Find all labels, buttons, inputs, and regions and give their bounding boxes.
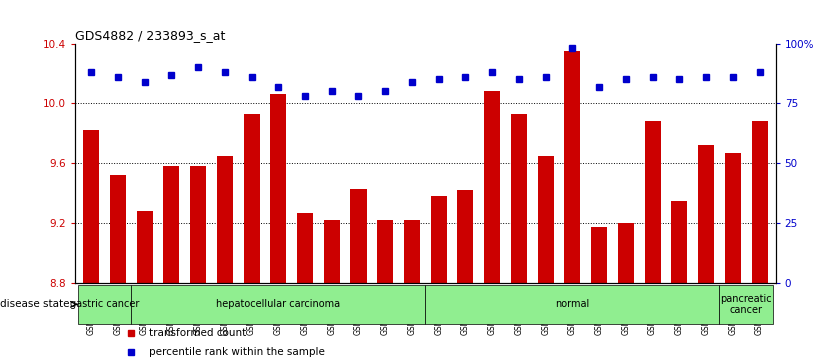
Bar	[591, 228, 607, 283]
Text: GDS4882 / 233893_s_at: GDS4882 / 233893_s_at	[75, 29, 225, 42]
Bar	[110, 175, 126, 283]
Bar	[244, 114, 259, 283]
Text: pancreatic
cancer: pancreatic cancer	[721, 294, 772, 315]
Bar	[190, 166, 206, 283]
Bar	[137, 211, 153, 283]
Bar	[618, 223, 634, 283]
Bar	[217, 156, 233, 283]
Bar	[377, 220, 394, 283]
Bar	[485, 91, 500, 283]
Text: transformed count: transformed count	[148, 328, 246, 338]
Text: normal: normal	[555, 299, 590, 309]
Bar	[751, 121, 767, 283]
Bar	[83, 130, 99, 283]
Bar	[725, 153, 741, 283]
Bar	[163, 166, 179, 283]
Bar	[565, 51, 580, 283]
Bar	[511, 114, 527, 283]
Bar	[78, 285, 131, 324]
Bar	[430, 196, 447, 283]
Bar	[538, 156, 554, 283]
Bar	[324, 220, 339, 283]
Bar	[131, 285, 425, 324]
Bar	[457, 190, 474, 283]
Bar	[425, 285, 720, 324]
Text: hepatocellular carcinoma: hepatocellular carcinoma	[216, 299, 340, 309]
Text: percentile rank within the sample: percentile rank within the sample	[148, 347, 324, 357]
Bar	[297, 212, 313, 283]
Bar	[404, 220, 420, 283]
Bar	[645, 121, 661, 283]
Text: disease state: disease state	[0, 299, 70, 309]
Bar	[720, 285, 773, 324]
Bar	[671, 201, 687, 283]
Bar	[698, 145, 714, 283]
Bar	[270, 94, 286, 283]
Text: gastric cancer: gastric cancer	[70, 299, 139, 309]
Bar	[350, 189, 366, 283]
